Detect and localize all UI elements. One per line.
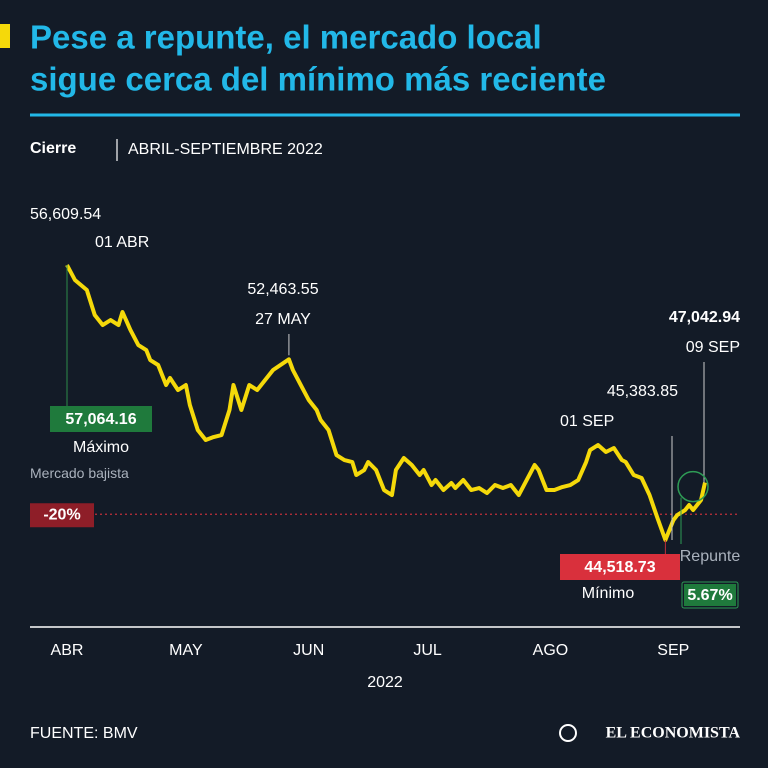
- threshold-text: Mercado bajista: [30, 465, 129, 481]
- rebound-badge: [681, 581, 739, 609]
- highlight-date: 27 MAY: [255, 311, 311, 328]
- max-text: Máximo: [73, 439, 129, 456]
- threshold-label: -20%: [43, 506, 80, 523]
- x-tick-label: ABR: [51, 642, 84, 659]
- rebound-text: Repunte: [680, 548, 741, 565]
- source: FUENTE: BMV: [30, 725, 138, 742]
- highlight-value: 47,042.94: [669, 309, 740, 326]
- accent-bar: [0, 24, 10, 48]
- brand: EL ECONOMISTA: [606, 725, 741, 742]
- chart-title: sigue cerca del mínimo más reciente: [30, 61, 606, 98]
- x-tick-label: JUL: [413, 642, 442, 659]
- highlight-value: 45,383.85: [607, 383, 678, 400]
- highlight-date: 09 SEP: [686, 339, 740, 356]
- x-tick-label: AGO: [533, 642, 569, 659]
- x-tick-label: SEP: [657, 642, 689, 659]
- subtitle-label: Cierre: [30, 140, 76, 157]
- max-badge: [50, 406, 152, 432]
- rebound-value: 5.67%: [687, 587, 732, 604]
- subtitle-period: ABRIL-SEPTIEMBRE 2022: [128, 141, 323, 158]
- min-badge: [560, 554, 680, 580]
- series-line: [65, 264, 707, 542]
- rebound-circle: [677, 470, 709, 503]
- highlight-value: 56,609.54: [30, 206, 101, 223]
- brand-icon: [559, 724, 577, 742]
- min-value: 44,518.73: [584, 559, 655, 576]
- x-tick-label: JUN: [293, 642, 324, 659]
- highlight-date: 01 SEP: [560, 413, 614, 430]
- threshold-badge: [30, 503, 94, 528]
- chart-title: Pese a repunte, el mercado local: [30, 19, 542, 56]
- min-text: Mínimo: [582, 585, 635, 602]
- x-tick-label: MAY: [169, 642, 203, 659]
- x-axis-label: 2022: [367, 674, 403, 691]
- highlight-value: 52,463.55: [247, 281, 318, 298]
- max-value: 57,064.16: [65, 411, 136, 428]
- rebound-fill: [684, 584, 736, 606]
- highlight-date: 01 ABR: [95, 234, 149, 251]
